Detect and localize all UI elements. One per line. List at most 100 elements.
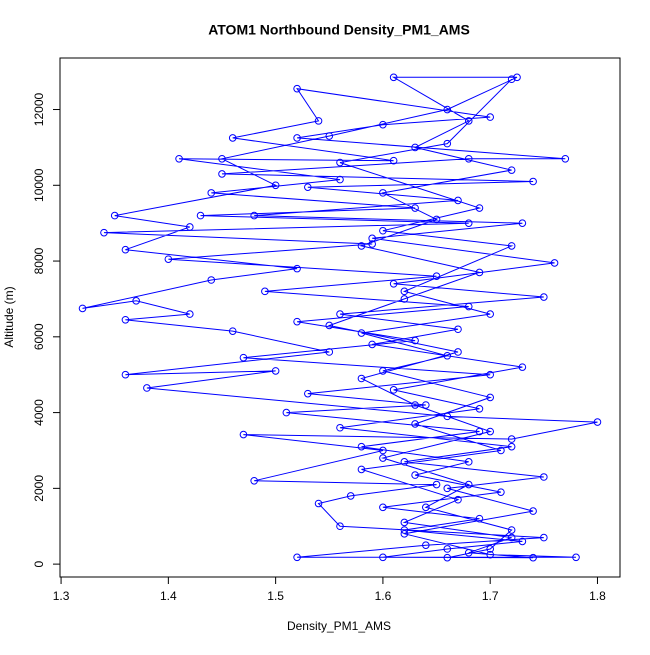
point [325, 321, 334, 330]
point [336, 522, 344, 531]
point [336, 310, 344, 318]
point [572, 553, 580, 562]
point [432, 215, 441, 224]
point [486, 550, 494, 559]
point [507, 75, 516, 84]
point [486, 545, 494, 553]
point [357, 374, 366, 383]
point [400, 287, 409, 296]
point [78, 304, 87, 313]
x-tick-label: 1.4 [160, 589, 177, 603]
point [507, 533, 516, 542]
y-tick-label: 8000 [32, 247, 46, 274]
point [304, 389, 312, 398]
point [379, 454, 387, 462]
x-tick-label: 1.8 [589, 589, 606, 603]
point [507, 435, 516, 443]
point [411, 336, 419, 345]
point [529, 177, 537, 186]
point [186, 310, 194, 318]
point [368, 340, 376, 349]
point [454, 495, 462, 504]
point [357, 442, 366, 451]
point [550, 259, 559, 267]
series-line [82, 76, 598, 559]
point [336, 158, 344, 167]
point [207, 276, 216, 284]
y-tick-label: 6000 [32, 323, 46, 350]
point [518, 363, 527, 371]
point [464, 458, 473, 466]
point [486, 370, 494, 379]
point [475, 268, 484, 277]
point [486, 427, 494, 436]
point [293, 84, 301, 93]
point [454, 325, 462, 334]
point [389, 156, 398, 165]
point [464, 219, 473, 227]
point [464, 117, 473, 125]
point [293, 553, 301, 562]
point [379, 226, 387, 235]
point [475, 404, 484, 413]
point [400, 295, 409, 303]
point [250, 211, 258, 220]
y-axis-label: Altitude (m) [2, 286, 16, 347]
point [293, 264, 301, 273]
point [454, 196, 462, 205]
point [411, 420, 419, 428]
point [529, 507, 537, 515]
point [411, 401, 419, 409]
point [357, 465, 366, 474]
point [507, 166, 516, 174]
point [239, 353, 248, 362]
point [513, 73, 521, 82]
point [110, 211, 119, 220]
point [196, 211, 205, 220]
point [121, 245, 130, 254]
point [432, 272, 441, 281]
point [443, 484, 452, 493]
point [271, 181, 280, 190]
point [164, 255, 173, 263]
point [400, 530, 409, 538]
point [336, 423, 344, 432]
point [497, 488, 505, 496]
y-tick-label: 12000 [32, 93, 46, 127]
point [314, 117, 323, 125]
point [464, 302, 473, 311]
point [518, 537, 527, 546]
point [540, 533, 548, 542]
point [336, 175, 344, 184]
y-tick-label: 0 [32, 560, 46, 567]
point [464, 548, 473, 557]
point [529, 553, 537, 562]
point [218, 154, 226, 163]
x-tick-label: 1.3 [53, 589, 70, 603]
point [443, 553, 452, 562]
point [228, 327, 237, 335]
point [443, 105, 452, 114]
x-tick-label: 1.5 [267, 589, 284, 603]
point [486, 393, 494, 402]
point [389, 73, 398, 82]
point [100, 228, 108, 237]
point [400, 526, 409, 534]
point [497, 446, 505, 455]
point [379, 503, 387, 512]
point [379, 367, 387, 375]
point [218, 170, 226, 178]
point [261, 287, 269, 296]
point [443, 412, 452, 421]
point [271, 367, 280, 375]
point [357, 242, 366, 250]
point [314, 499, 323, 508]
point [400, 518, 409, 527]
point [175, 154, 183, 163]
x-tick-label: 1.7 [482, 589, 499, 603]
point [325, 132, 334, 140]
point [346, 492, 355, 500]
point [132, 297, 140, 305]
